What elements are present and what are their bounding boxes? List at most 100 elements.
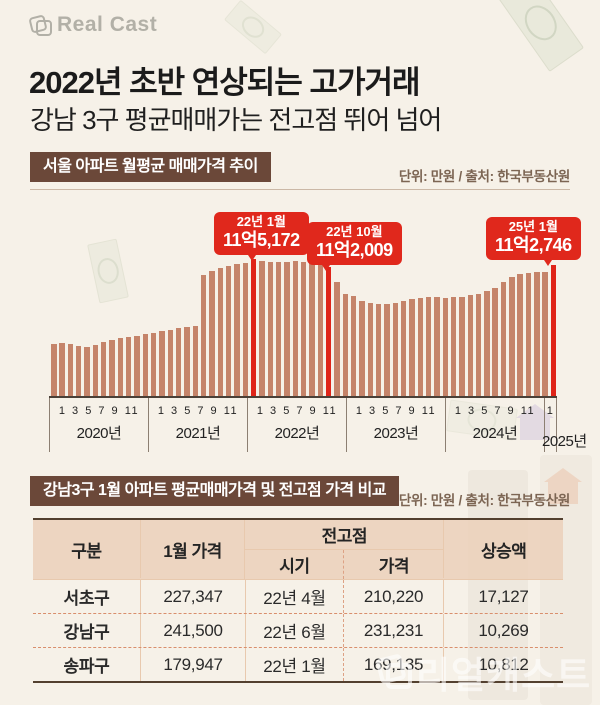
chart-bar <box>225 265 232 396</box>
chart-bar <box>67 343 74 396</box>
chart-bar <box>175 328 182 396</box>
chart-bar <box>84 346 90 396</box>
chart-bar <box>259 260 265 396</box>
chart-bar-highlight <box>250 259 257 396</box>
x-year-label: 2020년 <box>76 425 122 442</box>
chart-bar <box>542 271 548 396</box>
x-axis-year-2024: 1 3 5 7 9 11 2024년 <box>445 398 544 452</box>
x-ticks: 1 3 5 7 9 11 <box>256 405 338 417</box>
dollar-bill-decoration <box>223 0 283 55</box>
callout-tail <box>542 257 554 266</box>
chart-bar <box>334 282 340 396</box>
chart-bar <box>209 270 215 396</box>
price-trend-chart: 22년 1월 11억5,172 22년 10월 11억2,009 25년 1월 … <box>30 195 587 460</box>
chart-bar <box>92 344 99 396</box>
header-peak: 전고점 <box>245 520 444 550</box>
header-peak-price: 가격 <box>343 550 443 579</box>
x-axis-year-2022: 1 3 5 7 9 11 2022년 <box>247 398 346 452</box>
chart-bar <box>342 294 349 396</box>
x-year-label: 2022년 <box>274 425 320 442</box>
chart-bar <box>242 262 249 396</box>
table-body: 서초구 227,347 22년 4월 210,220 17,127 강남구 24… <box>33 579 563 681</box>
cell-district: 송파구 <box>63 657 110 676</box>
chart-bar <box>317 264 324 396</box>
chart-bar <box>150 332 157 396</box>
chart-bar <box>292 261 299 396</box>
header-peak-group: 전고점 시기 가격 <box>244 520 444 579</box>
realcast-logo-text: Real Cast <box>57 13 158 36</box>
chart-bar <box>200 275 207 396</box>
realcast-logo-icon <box>28 14 52 36</box>
house-decoration <box>544 468 582 504</box>
callout-price: 11억2,746 <box>495 234 572 255</box>
callout-tail <box>320 262 332 271</box>
chart-bar <box>534 271 540 396</box>
chart-bar <box>409 299 415 396</box>
realcast-watermark: 리얼캐스트 <box>375 645 592 699</box>
x-axis-year-2025: 1 2025년 <box>542 398 587 452</box>
chart-bar <box>442 297 448 396</box>
chart-bar <box>100 342 107 396</box>
callout-period: 25년 1월 <box>508 219 558 234</box>
cell-peak-price: 231,231 <box>343 614 443 647</box>
chart-bar <box>450 297 457 396</box>
chart-bar <box>417 297 424 396</box>
chart-bar <box>350 296 357 396</box>
x-ticks: 1 3 5 7 9 11 <box>355 405 437 417</box>
cell-peak-time: 22년 1월 <box>245 648 343 681</box>
chart-bar <box>309 263 315 396</box>
chart-bar <box>75 345 82 396</box>
cell-district: 서초구 <box>63 589 110 608</box>
cell-peak-time: 22년 6월 <box>245 614 343 647</box>
chart-bar <box>142 334 149 396</box>
cell-peak-price: 210,220 <box>343 580 443 613</box>
chart-bar <box>184 327 190 396</box>
money-stack-decoration <box>468 470 528 700</box>
chart-bar <box>492 287 498 396</box>
chart-unit-source: 단위: 만원 / 출처: 한국부동산원 <box>398 169 570 184</box>
chart-plot <box>49 255 557 396</box>
chart-bar <box>517 274 523 396</box>
realcast-watermark-icon <box>375 652 412 692</box>
x-ticks: 1 <box>546 405 555 417</box>
callout-period: 22년 10월 <box>326 224 383 239</box>
table-row-seocho: 서초구 227,347 22년 4월 210,220 17,127 <box>33 579 563 613</box>
chart-bar <box>475 293 482 396</box>
x-year-label: 2021년 <box>175 425 221 442</box>
chart-bar <box>117 338 124 396</box>
page-subtitle: 강남 3구 평균매매가는 전고점 뛰어 넘어 <box>30 105 442 135</box>
chart-bar <box>425 296 432 396</box>
chart-bar <box>467 295 473 396</box>
header-peak-time: 시기 <box>279 557 310 576</box>
callout-price: 11억2,009 <box>316 239 393 260</box>
chart-bar <box>384 303 390 396</box>
chart-bar <box>134 336 140 396</box>
realcast-logo: Real Cast <box>28 13 158 37</box>
x-year-label: 2023년 <box>373 425 419 442</box>
chart-bar <box>267 261 274 396</box>
cell-jan-price: 227,347 <box>140 580 245 613</box>
realcast-watermark-text: 리얼캐스트 <box>416 655 592 696</box>
chart-x-axis: 1 3 5 7 9 11 2020년 1 3 5 7 9 11 2021년 1 … <box>49 396 587 452</box>
callout-2025-01: 25년 1월 11억2,746 <box>486 217 581 260</box>
x-axis-year-2021: 1 3 5 7 9 11 2021년 <box>148 398 247 452</box>
dollar-bill-decoration <box>497 0 585 72</box>
gangnam3-comparison-table: 구분 1월 가격 전고점 시기 가격 상승액 서초구 227,347 22년 4… <box>33 518 563 683</box>
table-unit-source: 단위: 만원 / 출처: 한국부동산원 <box>398 493 570 508</box>
x-ticks: 1 3 5 7 9 11 <box>454 405 536 417</box>
x-axis-year-2023: 1 3 5 7 9 11 2023년 <box>346 398 445 452</box>
chart-bar <box>192 325 199 396</box>
table-row-songpa: 송파구 179,947 22년 1월 169,135 10,812 <box>33 647 563 681</box>
chart-bar <box>367 303 374 396</box>
chart-bar <box>125 337 132 396</box>
table-section-badge: 강남3구 1월 아파트 평균매매가격 및 전고점 가격 비교 <box>30 476 400 506</box>
x-ticks: 1 3 5 7 9 11 <box>157 405 239 417</box>
chart-bar <box>459 296 465 396</box>
cell-increase: 17,127 <box>443 580 563 613</box>
callout-price: 11억5,172 <box>223 229 300 250</box>
x-axis-year-2020: 1 3 5 7 9 11 2020년 <box>49 398 148 452</box>
table-row-gangnam: 강남구 241,500 22년 6월 231,231 10,269 <box>33 613 563 647</box>
cell-peak-time: 22년 4월 <box>245 580 343 613</box>
chart-bar <box>167 329 174 396</box>
